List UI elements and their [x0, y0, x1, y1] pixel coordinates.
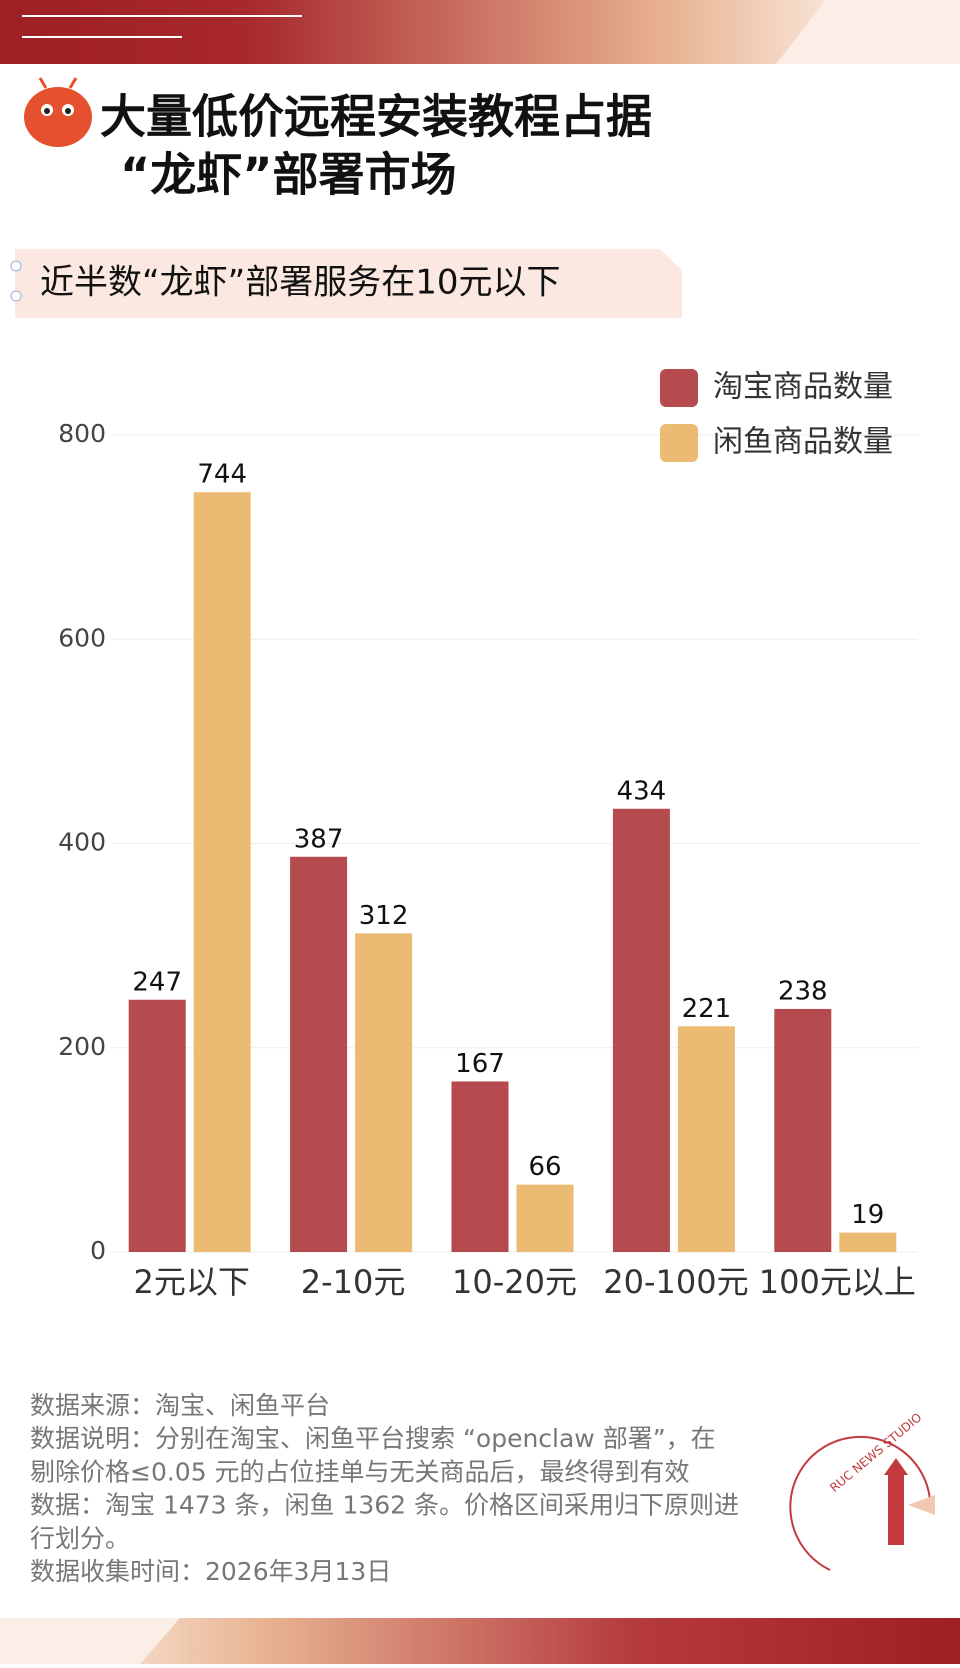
- footer-note: 数据来源：淘宝、闲鱼平台: [30, 1391, 330, 1420]
- footer-note: 行划分。: [30, 1524, 130, 1553]
- bar: [612, 808, 670, 1252]
- top-banner: [0, 0, 960, 64]
- bar: [839, 1232, 897, 1252]
- value-label: 238: [778, 976, 828, 1006]
- x-tick-label: 100元以上: [759, 1263, 916, 1301]
- value-label: 312: [359, 901, 409, 931]
- title-line: 大量低价远程安装教程占据: [100, 90, 652, 144]
- bar: [193, 492, 251, 1252]
- y-tick-label: 200: [58, 1032, 106, 1061]
- bar: [677, 1026, 735, 1252]
- bar: [355, 933, 413, 1252]
- legend-label: 淘宝商品数量: [713, 370, 893, 405]
- value-label: 387: [294, 824, 344, 854]
- value-label: 744: [197, 460, 247, 490]
- value-label: 434: [617, 776, 667, 806]
- value-label: 66: [528, 1152, 561, 1182]
- footer-note: 数据收集时间：2026年3月13日: [30, 1557, 391, 1586]
- footer-note: 剔除价格≤0.05 元的占位挂单与无关商品后，最终得到有效: [30, 1457, 690, 1486]
- y-tick-label: 600: [58, 623, 106, 652]
- y-tick-label: 0: [90, 1236, 106, 1265]
- legend-swatch: [660, 369, 698, 407]
- value-label: 221: [682, 994, 732, 1024]
- title-line: “龙虾”部署市场: [120, 148, 456, 202]
- legend-swatch: [660, 424, 698, 462]
- footer-note: 数据：淘宝 1473 条，闲鱼 1362 条。价格区间采用归下原则进: [30, 1491, 739, 1520]
- bar: [516, 1184, 574, 1252]
- legend-label: 闲鱼商品数量: [713, 425, 893, 460]
- bar: [774, 1008, 832, 1252]
- value-label: 19: [851, 1200, 884, 1230]
- value-label: 247: [132, 967, 182, 997]
- subtitle: 近半数“龙虾”部署服务在10元以下: [40, 263, 561, 303]
- y-tick-label: 400: [58, 828, 106, 857]
- subtitle-box: 近半数“龙虾”部署服务在10元以下: [10, 249, 682, 318]
- value-label: 167: [455, 1049, 505, 1079]
- mascot-icon: [24, 77, 92, 147]
- bar: [451, 1081, 509, 1252]
- brand-logo: RUC NEWS STUDIO: [789, 1410, 935, 1571]
- x-tick-label: 20-100元: [603, 1263, 748, 1301]
- brand-text: RUC NEWS STUDIO: [827, 1410, 924, 1495]
- bottom-banner: [0, 1618, 960, 1664]
- y-tick-label: 800: [58, 419, 106, 448]
- x-tick-label: 10-20元: [452, 1263, 577, 1301]
- bar: [290, 856, 348, 1252]
- bar: [128, 999, 186, 1252]
- x-tick-label: 2-10元: [301, 1263, 406, 1301]
- footer-note: 数据说明：分别在淘宝、闲鱼平台搜索 “openclaw 部署”，在: [30, 1424, 716, 1453]
- x-tick-label: 2元以下: [134, 1263, 250, 1301]
